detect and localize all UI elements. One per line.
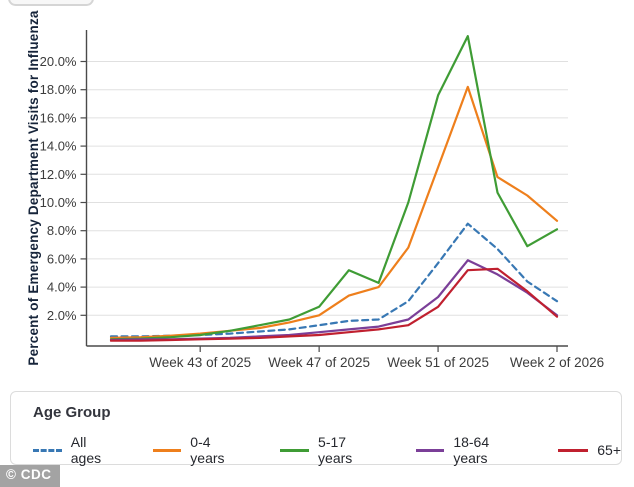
- y-tick-label: 12.0%: [40, 167, 77, 182]
- legend-item-18-64-years[interactable]: 18-64 years: [415, 434, 525, 466]
- legend-card: Age Group All ages 0-4 years 5-17 years 18-…: [10, 391, 622, 466]
- chart-canvas: 2.0% 4.0% 6.0% 8.0% 10.0% 12.0% 14.0% 16.0% 18.0…: [26, 10, 604, 370]
- legend-swatch-icon: [415, 448, 445, 452]
- series-line-65-: [109, 267, 559, 342]
- y-tick-label: 8.0%: [47, 223, 77, 238]
- legend-item-label: 18-64 years: [453, 434, 490, 466]
- legend-items: All ages 0-4 years 5-17 years 18-64 years 65…: [33, 434, 621, 466]
- y-tick-label: 18.0%: [40, 82, 77, 97]
- x-tick-label: Week 47 of 2025: [268, 355, 370, 370]
- y-tick-label: 14.0%: [40, 139, 77, 154]
- series-line-0-4-years: [109, 85, 559, 339]
- legend-swatch-icon: [33, 448, 62, 452]
- legend-swatch-icon: [280, 448, 310, 452]
- y-tick-label: 4.0%: [47, 280, 77, 295]
- legend-title: Age Group: [33, 404, 111, 421]
- y-tick-label: 20.0%: [40, 54, 77, 69]
- y-tick-label: 10.0%: [40, 195, 77, 210]
- series-line-18-64-years: [109, 259, 559, 342]
- legend-item-label: 5-17 years: [318, 434, 353, 466]
- legend-swatch-icon: [558, 448, 589, 452]
- series-line-5-17-years: [109, 34, 559, 341]
- legend-item-label: 0-4 years: [190, 434, 225, 466]
- y-tick-label: 2.0%: [47, 308, 77, 323]
- legend-swatch-icon: [152, 448, 182, 452]
- x-tick-label: Week 2 of 2026: [510, 355, 604, 370]
- cdc-watermark: © CDC: [0, 465, 61, 487]
- line-chart: 2.0% 4.0% 6.0% 8.0% 10.0% 12.0% 14.0% 16.0% 18.0…: [26, 10, 604, 370]
- legend-item-5-17-years[interactable]: 5-17 years: [280, 434, 381, 466]
- legend-item-label: 65+: [597, 442, 622, 458]
- x-tick-label: Week 43 of 2025: [149, 355, 251, 370]
- y-axis-title: Percent of Emergency Department Visits f…: [26, 10, 41, 366]
- legend-item-label: All ages: [70, 434, 102, 466]
- y-tick-label: 6.0%: [47, 251, 77, 266]
- legend-item-65-[interactable]: 65+: [558, 442, 621, 458]
- legend-item-0-4-years[interactable]: 0-4 years: [152, 434, 247, 466]
- y-tick-label: 16.0%: [40, 110, 77, 125]
- series-line-all-ages: [109, 222, 559, 338]
- legend-item-all-ages[interactable]: All ages: [33, 434, 119, 466]
- x-tick-label: Week 51 of 2025: [387, 355, 489, 370]
